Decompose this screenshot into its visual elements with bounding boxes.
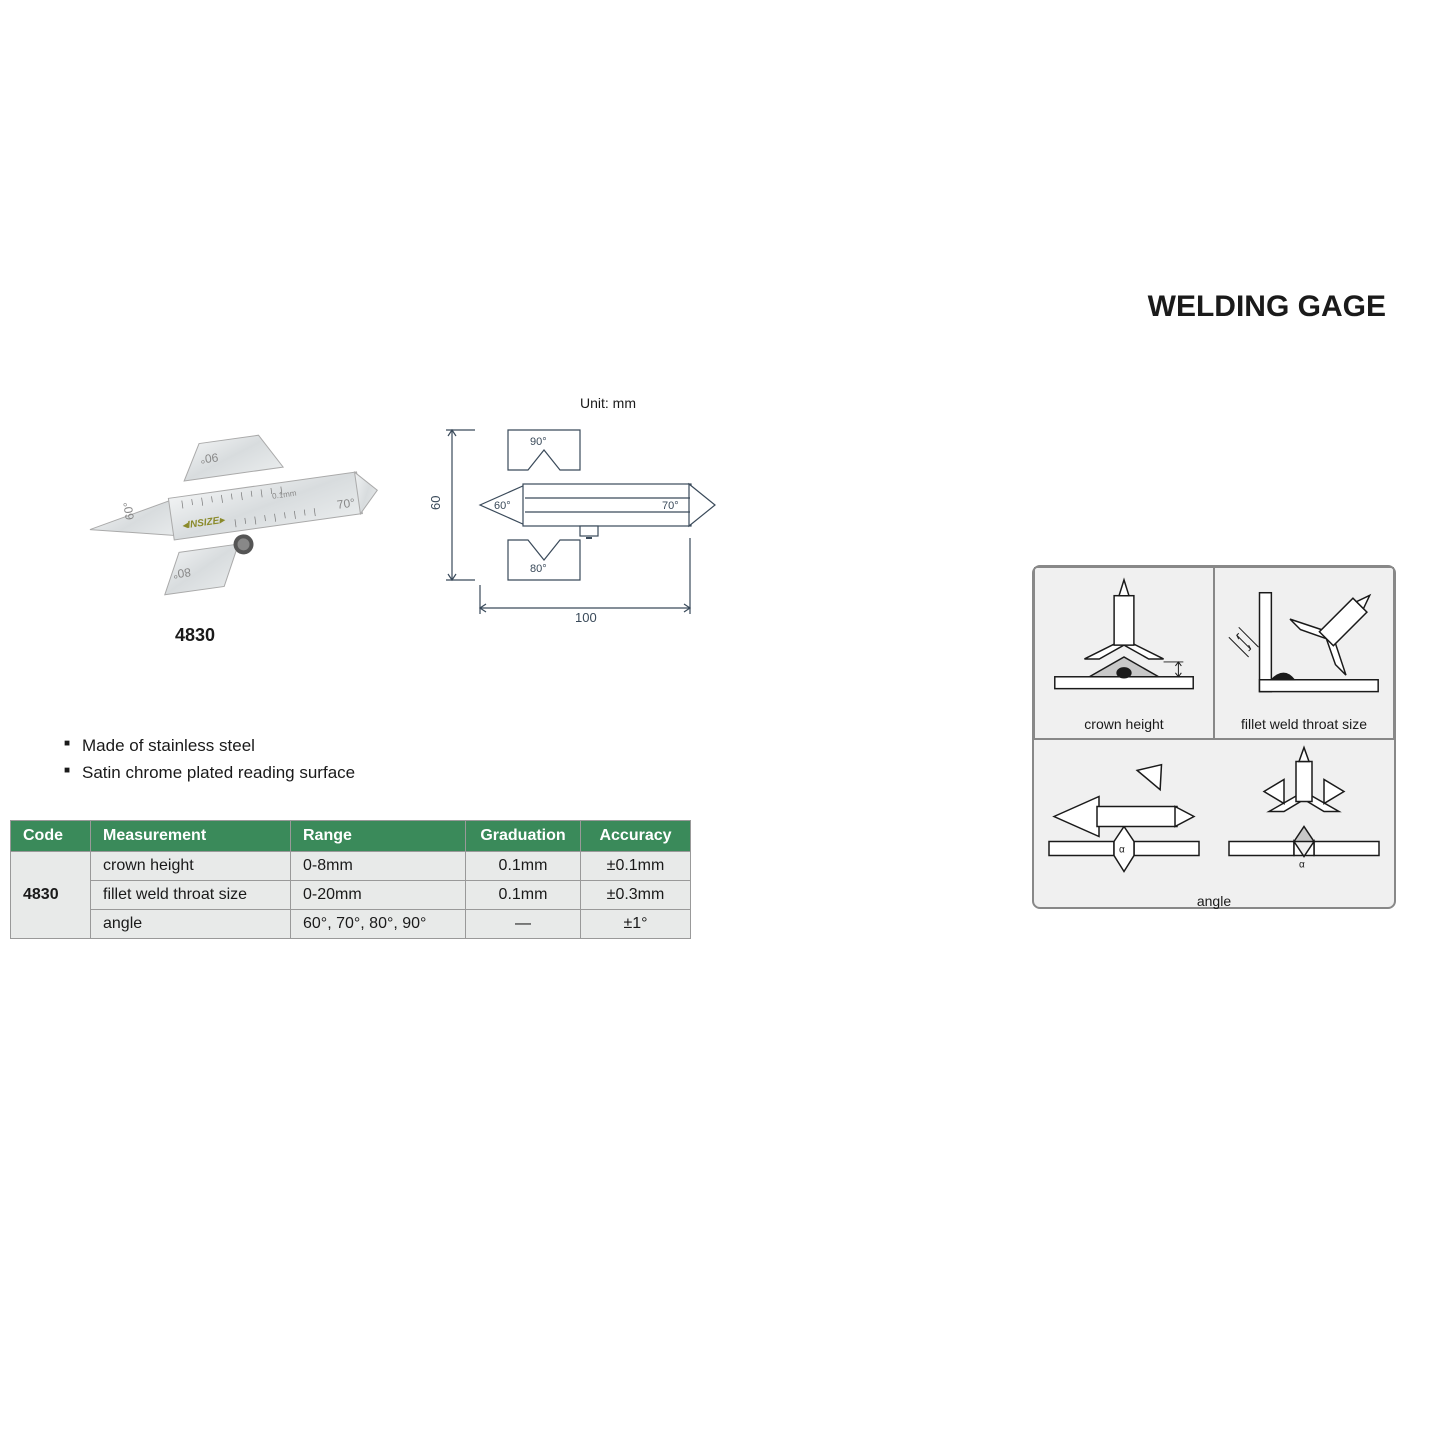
svg-text:70°: 70°: [336, 495, 356, 511]
usage-label: crown height: [1084, 716, 1163, 732]
table-header-row: Code Measurement Range Graduation Accura…: [11, 821, 691, 852]
cell-graduation: 0.1mm: [466, 852, 581, 881]
usage-crown-height: crown height: [1034, 567, 1214, 739]
svg-text:60°: 60°: [121, 501, 137, 521]
features-list: Made of stainless steel Satin chrome pla…: [24, 732, 355, 786]
svg-text:α: α: [1299, 860, 1305, 871]
svg-text:60°: 60°: [494, 500, 511, 512]
usage-label: angle: [1197, 893, 1231, 909]
svg-text:α: α: [1119, 845, 1125, 856]
svg-text:60: 60: [430, 496, 443, 510]
cell-accuracy: ±1°: [581, 910, 691, 939]
feature-item: Made of stainless steel: [64, 732, 355, 759]
table-row: 4830 crown height 0-8mm 0.1mm ±0.1mm: [11, 852, 691, 881]
product-photo: 90° 60° 80° 70° 0.1mm ◂INSIZE▸: [80, 420, 380, 620]
col-measurement: Measurement: [91, 821, 291, 852]
col-range: Range: [291, 821, 466, 852]
cell-range: 0-20mm: [291, 881, 466, 910]
col-graduation: Graduation: [466, 821, 581, 852]
usage-fillet-weld: fillet weld throat size: [1214, 567, 1394, 739]
cell-measurement: fillet weld throat size: [91, 881, 291, 910]
svg-text:90°: 90°: [199, 450, 219, 466]
cell-code: 4830: [11, 852, 91, 939]
cell-graduation: —: [466, 910, 581, 939]
usage-label: fillet weld throat size: [1241, 716, 1367, 732]
technical-drawing: 60 100 90° 80° 60° 7: [430, 390, 730, 630]
table-row: angle 60°, 70°, 80°, 90° — ±1°: [11, 910, 691, 939]
cell-range: 0-8mm: [291, 852, 466, 881]
svg-text:80°: 80°: [172, 565, 192, 581]
svg-text:70°: 70°: [662, 500, 679, 512]
usage-angle: α: [1034, 739, 1394, 915]
svg-text:80°: 80°: [530, 563, 547, 575]
photo-code-label: 4830: [175, 625, 215, 646]
cell-measurement: crown height: [91, 852, 291, 881]
usage-diagram-box: crown height fi: [1032, 565, 1396, 909]
cell-measurement: angle: [91, 910, 291, 939]
col-accuracy: Accuracy: [581, 821, 691, 852]
table-row: fillet weld throat size 0-20mm 0.1mm ±0.…: [11, 881, 691, 910]
page-title: WELDING GAGE: [1148, 290, 1386, 324]
col-code: Code: [11, 821, 91, 852]
cell-accuracy: ±0.3mm: [581, 881, 691, 910]
svg-text:100: 100: [575, 610, 597, 625]
cell-accuracy: ±0.1mm: [581, 852, 691, 881]
feature-item: Satin chrome plated reading surface: [64, 759, 355, 786]
svg-text:90°: 90°: [530, 436, 547, 448]
cell-graduation: 0.1mm: [466, 881, 581, 910]
cell-range: 60°, 70°, 80°, 90°: [291, 910, 466, 939]
spec-table: Code Measurement Range Graduation Accura…: [10, 820, 691, 939]
